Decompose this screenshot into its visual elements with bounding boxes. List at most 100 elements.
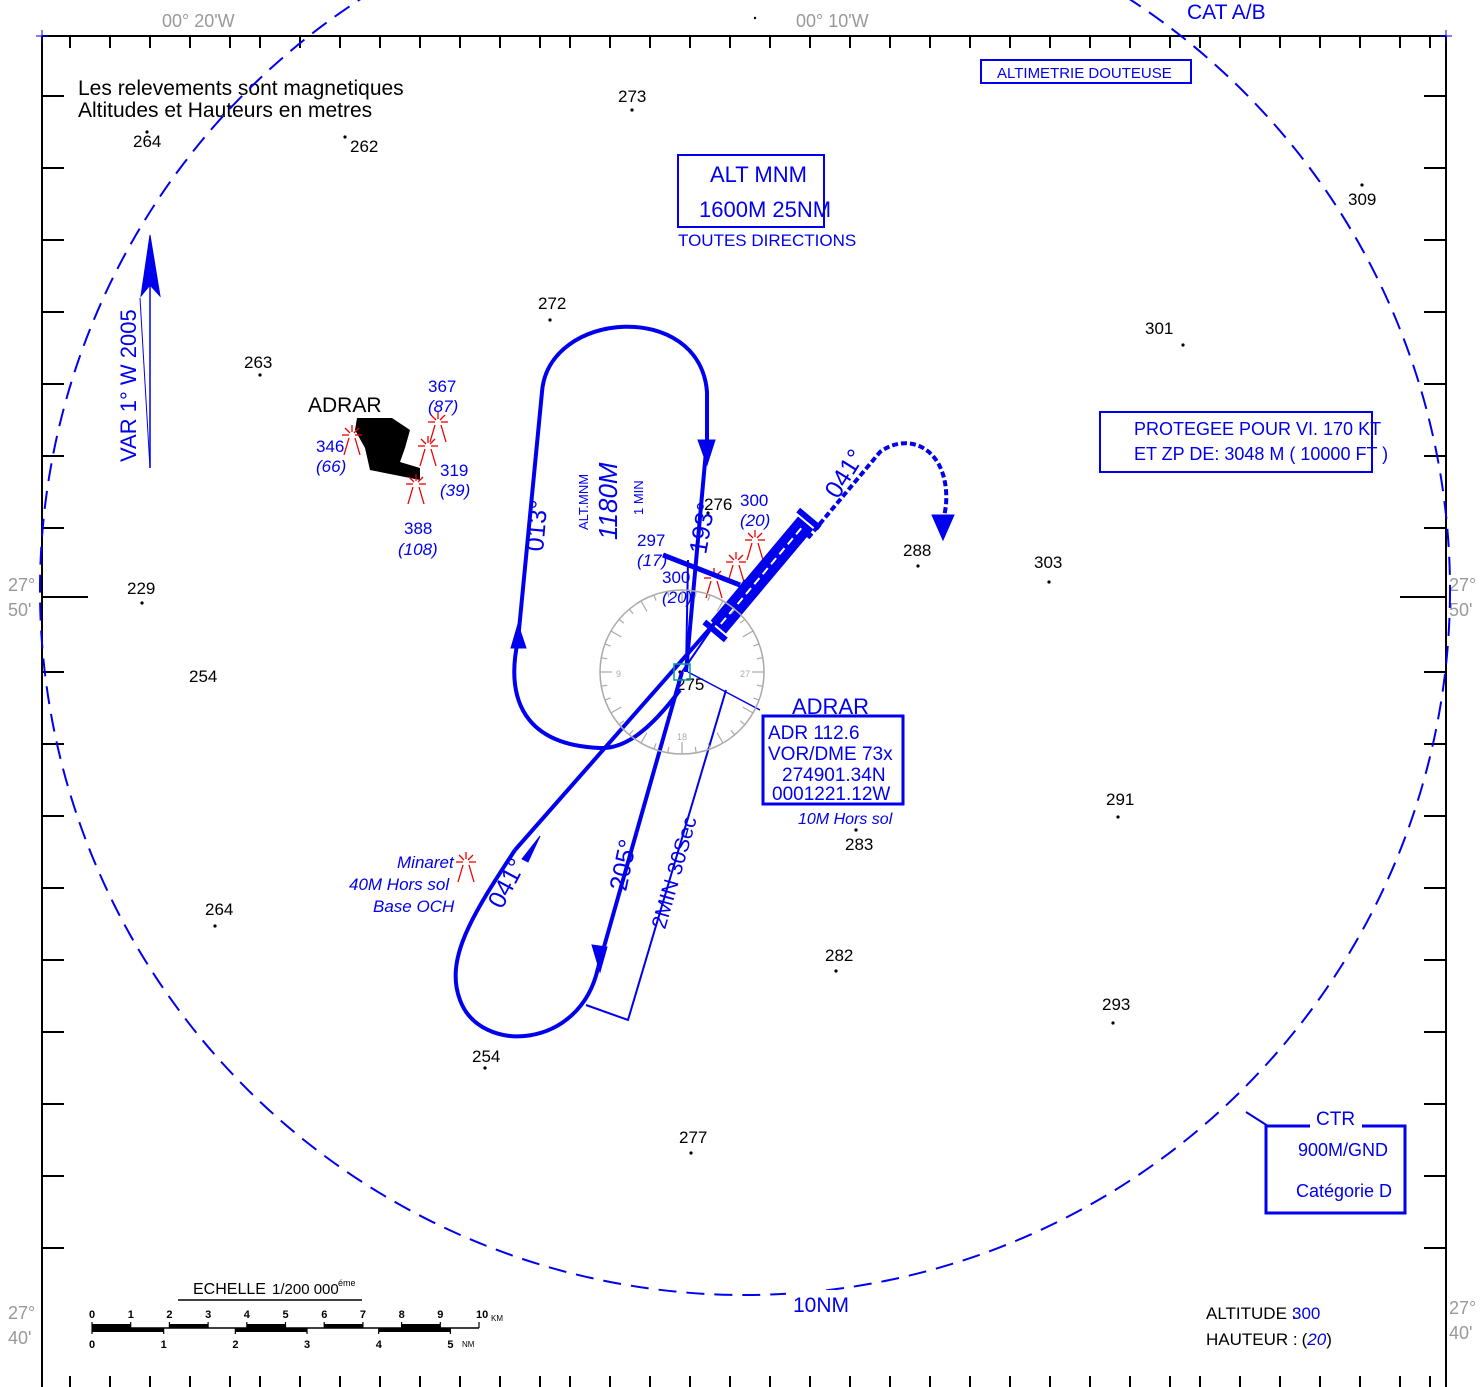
vor-box <box>761 714 905 806</box>
scale-segment-nm <box>92 1328 164 1332</box>
obstacle-altitude: 300 <box>740 491 768 510</box>
obstacle-icon <box>418 436 438 467</box>
obstacle-altitude: 300 <box>662 568 690 587</box>
lat-50-min-left: 50' <box>8 600 31 620</box>
timing-label: 2MIN 30Sec <box>648 814 702 931</box>
procedure-turn <box>453 848 600 1039</box>
scale-segment-km <box>401 1324 441 1328</box>
vor-type: VOR/DME 73x <box>768 744 893 765</box>
rose-tick <box>640 732 648 744</box>
ring-label: 10NM <box>793 1294 849 1317</box>
longitude-label-right: 00° 10'W <box>796 11 869 31</box>
rose-tick <box>694 746 697 753</box>
spot-height-label: 283 <box>845 835 873 854</box>
longitude-label-left: 00° 20'W <box>162 11 235 31</box>
ctr-title: CTR <box>1316 1109 1355 1130</box>
variation-label: VAR 1° W 2005 <box>116 309 141 462</box>
spot-height-label: 291 <box>1106 790 1134 809</box>
town-label: ADRAR <box>308 394 382 417</box>
note-units: Altitudes et Hauteurs en metres <box>78 99 372 122</box>
ctr-class: Catégorie D <box>1296 1181 1392 1201</box>
spot-height-dot <box>483 1066 487 1070</box>
scale-label-nm: 4 <box>376 1339 383 1351</box>
spot-height-label: 301 <box>1145 319 1173 338</box>
track-205-label: 205° <box>604 837 642 893</box>
spot-height-dot <box>1047 580 1051 584</box>
msa-box <box>677 154 825 228</box>
rose-tick <box>618 618 625 624</box>
rose-tick <box>618 720 625 726</box>
spot-height-label: 273 <box>618 87 646 106</box>
scale-label-nm: 1 <box>161 1339 167 1351</box>
timing-bracket <box>585 689 727 1022</box>
obstacle-altitude: 346 <box>316 437 344 456</box>
scale-sup: éme <box>338 1278 356 1288</box>
lat-40-deg-right: 27° <box>1449 1298 1476 1318</box>
ring-10nm <box>39 0 1451 1296</box>
rose-tick <box>742 706 754 714</box>
scale-segment-nm <box>235 1328 308 1332</box>
rose-tick <box>707 594 711 601</box>
spot-height-dot <box>548 318 552 322</box>
spot-height-dot <box>1181 343 1185 347</box>
spot-height-dot <box>1360 183 1364 187</box>
legend-hgt-value: 20 <box>1306 1330 1326 1349</box>
obstacle-icon <box>456 852 476 883</box>
vor-height: 10M Hors sol <box>798 811 893 828</box>
graticule-ticks <box>42 36 1446 1387</box>
scale-segment-nm <box>378 1328 451 1332</box>
header-dot <box>753 16 757 20</box>
chart-frame <box>41 35 1447 1387</box>
rose-tick <box>707 743 711 750</box>
missed-arrow <box>931 514 955 542</box>
rose-tick <box>756 684 763 687</box>
spot-height-label: 282 <box>825 946 853 965</box>
track-205-arrow <box>591 944 608 974</box>
spot-height-dot <box>689 1151 693 1155</box>
spot-height-label: 309 <box>1348 190 1376 209</box>
msa-sub: TOUTES DIRECTIONS <box>678 231 856 250</box>
scale-ratio: 1/200 000 <box>272 1281 339 1298</box>
spot-height-dot <box>140 601 144 605</box>
spot-height-label: 288 <box>903 541 931 560</box>
obstacle-height: (20) <box>740 511 770 530</box>
scale-label-km: 10 <box>476 1309 488 1321</box>
obstacle-altitude: 297 <box>637 531 665 550</box>
track-205 <box>596 671 684 969</box>
holding-pattern <box>516 324 709 673</box>
obstacle-height: (66) <box>316 457 346 476</box>
rose-tick <box>610 630 622 638</box>
spot-height-label: 277 <box>679 1128 707 1147</box>
vor-lat: 274901.34N <box>782 765 886 786</box>
protected-box <box>1099 411 1373 473</box>
holding-alt-label: ALT.MNM <box>576 474 591 530</box>
rose-tick <box>753 697 760 701</box>
scale-segment-km <box>169 1324 209 1328</box>
msa-value: 1600M 25NM <box>699 197 831 222</box>
rose-tick <box>604 643 611 647</box>
legend-hgt-label: HAUTEUR : (20) <box>1206 1330 1332 1349</box>
scale-label-nm: 3 <box>304 1339 310 1351</box>
scale-label-km: 1 <box>128 1309 134 1321</box>
scale-label-km: 2 <box>166 1309 172 1321</box>
compass-rose <box>599 589 765 755</box>
note-bearings: Les relevements sont magnetiques <box>78 77 404 100</box>
rose-tick <box>610 706 622 714</box>
spot-height-dot <box>706 511 710 515</box>
rose-tick <box>601 657 608 660</box>
scale-segment-km <box>324 1324 363 1328</box>
rose-tick <box>730 729 736 736</box>
ring-label-bg <box>786 1290 848 1314</box>
rose-tick <box>653 594 657 601</box>
spot-height-dot <box>834 969 838 973</box>
scale-segment-km <box>246 1324 286 1328</box>
scale-nm-unit: NM <box>462 1340 475 1349</box>
obstacle-height: (108) <box>398 540 438 559</box>
runway <box>702 507 822 643</box>
minaret-line1: Minaret <box>397 853 455 872</box>
spot-height-label: 229 <box>127 579 155 598</box>
scale-label-nm: 2 <box>232 1339 238 1351</box>
lat-40-deg-left: 27° <box>8 1303 35 1323</box>
legend-hgt-label-text: HAUTEUR : <box>1206 1330 1298 1349</box>
